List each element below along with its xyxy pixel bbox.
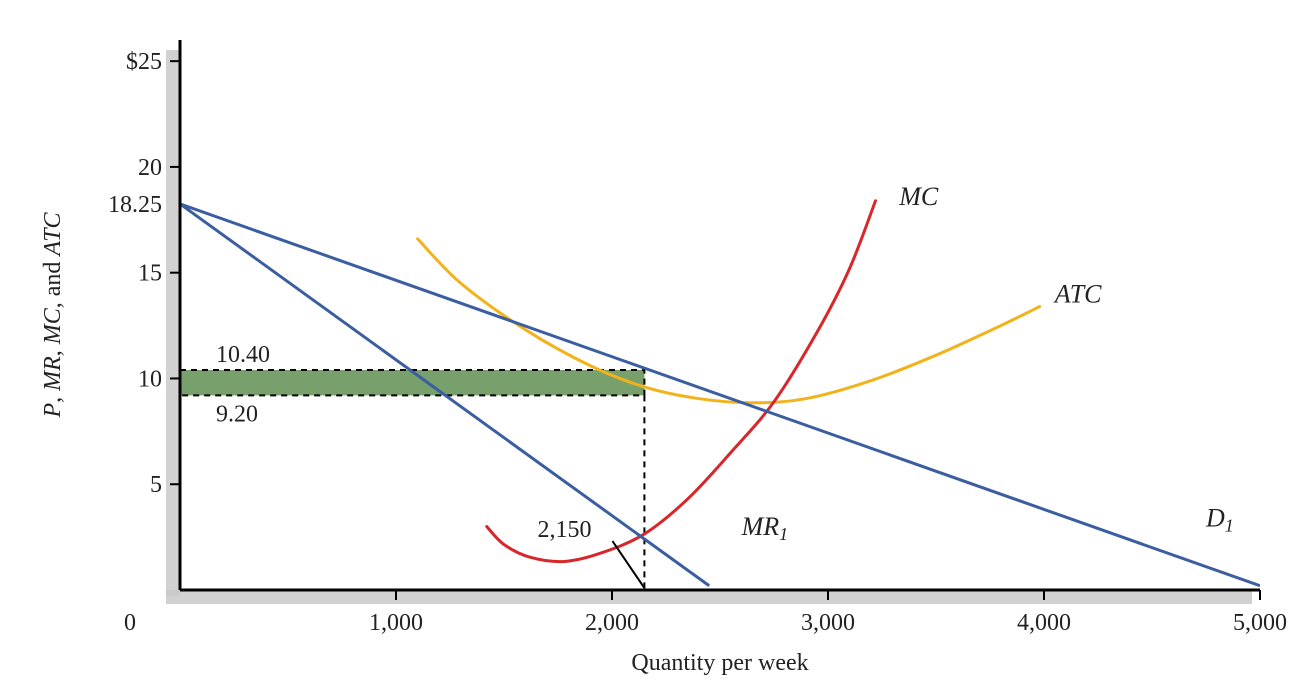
y-tick-label: 15 — [138, 261, 162, 287]
profit-lower-label: 9.20 — [216, 401, 258, 427]
x-tick-label: 4,000 — [1017, 610, 1071, 636]
profit-upper-label: 10.40 — [216, 342, 270, 368]
y-tick-label: 5 — [150, 472, 162, 498]
chart-svg: 10.40 9.20 0 1,000 2,000 3,000 4,000 5,000 Quant… — [0, 0, 1301, 692]
atc-label: ATC — [1053, 279, 1102, 308]
x-axis-label: Quantity per week — [631, 650, 808, 676]
profit-rectangle — [180, 370, 644, 395]
x-tick-label: 2,000 — [585, 610, 639, 636]
x-tick-label: 5,000 — [1233, 610, 1287, 636]
x-tick-label: 0 — [124, 610, 136, 636]
mc-label: MC — [898, 182, 939, 211]
y-axis-label: P, MR, MC, and ATC — [40, 211, 66, 418]
svg-text:P, MR, MC, and ATC: P, MR, MC, and ATC — [40, 211, 66, 418]
y-extra-tick-label: 18.25 — [108, 192, 162, 218]
x-tick-label: 3,000 — [801, 610, 855, 636]
quantity-marker-label: 2,150 — [537, 517, 591, 543]
x-tick-label: 1,000 — [369, 610, 423, 636]
y-tick-label: $25 — [126, 49, 162, 75]
y-tick-label: 20 — [138, 155, 162, 181]
y-tick-label: 10 — [138, 366, 162, 392]
economics-cost-curve-chart: 10.40 9.20 0 1,000 2,000 3,000 4,000 5,000 Quant… — [0, 0, 1301, 692]
